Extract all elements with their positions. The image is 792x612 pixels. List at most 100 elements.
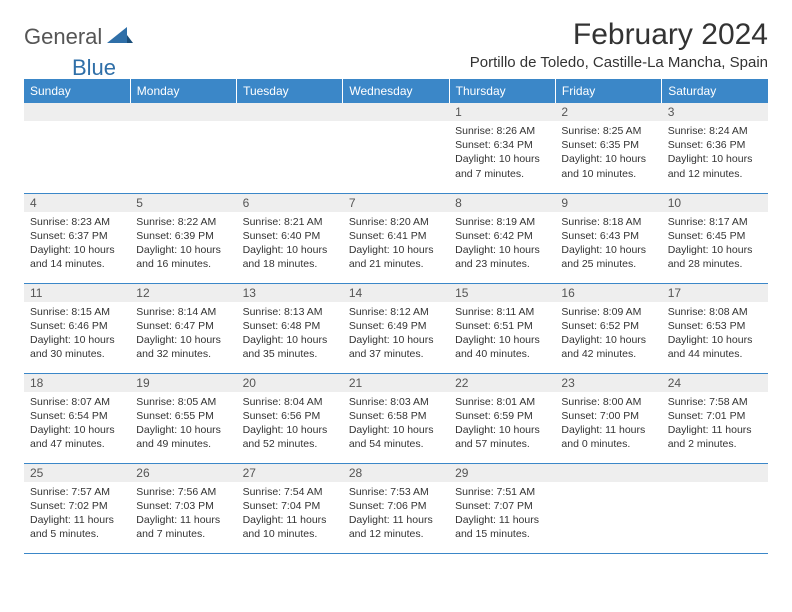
day-number-empty [24,103,130,121]
calendar-day-cell: 6Sunrise: 8:21 AMSunset: 6:40 PMDaylight… [237,193,343,283]
day-body: Sunrise: 8:11 AMSunset: 6:51 PMDaylight:… [449,302,555,366]
day-number: 12 [130,284,236,302]
day-body: Sunrise: 8:14 AMSunset: 6:47 PMDaylight:… [130,302,236,366]
day-number: 13 [237,284,343,302]
sunset-line: Sunset: 6:40 PM [243,229,337,243]
calendar-day-cell: 9Sunrise: 8:18 AMSunset: 6:43 PMDaylight… [555,193,661,283]
day-body: Sunrise: 7:53 AMSunset: 7:06 PMDaylight:… [343,482,449,546]
sunrise-line: Sunrise: 8:11 AM [455,305,549,319]
day-body-empty [130,121,236,181]
sunset-line: Sunset: 6:37 PM [30,229,124,243]
calendar-day-cell: 14Sunrise: 8:12 AMSunset: 6:49 PMDayligh… [343,283,449,373]
calendar-day-cell: 23Sunrise: 8:00 AMSunset: 7:00 PMDayligh… [555,373,661,463]
calendar-day-cell [662,463,768,553]
sunset-line: Sunset: 6:55 PM [136,409,230,423]
daylight-line: Daylight: 10 hours and 40 minutes. [455,333,549,361]
calendar-day-cell: 13Sunrise: 8:13 AMSunset: 6:48 PMDayligh… [237,283,343,373]
day-number: 21 [343,374,449,392]
sunset-line: Sunset: 7:04 PM [243,499,337,513]
day-body: Sunrise: 8:07 AMSunset: 6:54 PMDaylight:… [24,392,130,456]
daylight-line: Daylight: 10 hours and 12 minutes. [668,152,762,180]
calendar-day-cell: 3 Sunrise: 8:24 AMSunset: 6:36 PMDaylight… [662,103,768,193]
sunset-line: Sunset: 6:35 PM [561,138,655,152]
day-body: Sunrise: 8:05 AMSunset: 6:55 PMDaylight:… [130,392,236,456]
day-body: Sunrise: 8:21 AMSunset: 6:40 PMDaylight:… [237,212,343,276]
calendar-day-cell: 1Sunrise: 8:26 AMSunset: 6:34 PMDaylight… [449,103,555,193]
calendar-day-cell [130,103,236,193]
calendar-day-cell: 28Sunrise: 7:53 AMSunset: 7:06 PMDayligh… [343,463,449,553]
sunset-line: Sunset: 6:53 PM [668,319,762,333]
day-header-cell: Thursday [449,79,555,103]
day-number: 3 [662,103,768,121]
daylight-line: Daylight: 10 hours and 44 minutes. [668,333,762,361]
day-body: Sunrise: 8:22 AMSunset: 6:39 PMDaylight:… [130,212,236,276]
day-body: Sunrise: 7:56 AMSunset: 7:03 PMDaylight:… [130,482,236,546]
sunrise-line: Sunrise: 8:25 AM [561,124,655,138]
sunrise-line: Sunrise: 8:15 AM [30,305,124,319]
sunset-line: Sunset: 6:36 PM [668,138,762,152]
day-number: 10 [662,194,768,212]
calendar-day-cell: 4Sunrise: 8:23 AMSunset: 6:37 PMDaylight… [24,193,130,283]
daylight-line: Daylight: 10 hours and 28 minutes. [668,243,762,271]
day-number: 7 [343,194,449,212]
day-number: 18 [24,374,130,392]
calendar-day-cell: 18Sunrise: 8:07 AMSunset: 6:54 PMDayligh… [24,373,130,463]
location-subtitle: Portillo de Toledo, Castille-La Mancha, … [470,54,768,71]
sunset-line: Sunset: 6:51 PM [455,319,549,333]
month-title: February 2024 [470,18,768,52]
day-number: 16 [555,284,661,302]
day-body-empty [237,121,343,181]
daylight-line: Daylight: 10 hours and 16 minutes. [136,243,230,271]
day-body: Sunrise: 8:01 AMSunset: 6:59 PMDaylight:… [449,392,555,456]
sunrise-line: Sunrise: 7:58 AM [668,395,762,409]
daylight-line: Daylight: 11 hours and 2 minutes. [668,423,762,451]
day-number: 29 [449,464,555,482]
calendar-week-row: 18Sunrise: 8:07 AMSunset: 6:54 PMDayligh… [24,373,768,463]
sunrise-line: Sunrise: 8:14 AM [136,305,230,319]
sunrise-line: Sunrise: 8:08 AM [668,305,762,319]
sunrise-line: Sunrise: 7:51 AM [455,485,549,499]
day-number-empty [237,103,343,121]
daylight-line: Daylight: 10 hours and 21 minutes. [349,243,443,271]
sunset-line: Sunset: 6:39 PM [136,229,230,243]
sunset-line: Sunset: 7:03 PM [136,499,230,513]
day-number: 6 [237,194,343,212]
daylight-line: Daylight: 11 hours and 7 minutes. [136,513,230,541]
day-number: 23 [555,374,661,392]
calendar-day-cell: 2Sunrise: 8:25 AMSunset: 6:35 PMDaylight… [555,103,661,193]
sunrise-line: Sunrise: 8:21 AM [243,215,337,229]
calendar-day-cell: 19Sunrise: 8:05 AMSunset: 6:55 PMDayligh… [130,373,236,463]
day-number: 27 [237,464,343,482]
day-body: Sunrise: 8:18 AMSunset: 6:43 PMDaylight:… [555,212,661,276]
day-number: 26 [130,464,236,482]
title-block: February 2024 Portillo de Toledo, Castil… [470,18,768,71]
sunset-line: Sunset: 6:52 PM [561,319,655,333]
sunset-line: Sunset: 6:48 PM [243,319,337,333]
day-body: Sunrise: 8:15 AMSunset: 6:46 PMDaylight:… [24,302,130,366]
sunset-line: Sunset: 6:46 PM [30,319,124,333]
sunset-line: Sunset: 7:02 PM [30,499,124,513]
sunrise-line: Sunrise: 7:54 AM [243,485,337,499]
sunrise-line: Sunrise: 8:24 AM [668,124,762,138]
day-number-empty [662,464,768,482]
day-number: 8 [449,194,555,212]
daylight-line: Daylight: 10 hours and 7 minutes. [455,152,549,180]
daylight-line: Daylight: 11 hours and 0 minutes. [561,423,655,451]
daylight-line: Daylight: 11 hours and 5 minutes. [30,513,124,541]
daylight-line: Daylight: 11 hours and 15 minutes. [455,513,549,541]
calendar-day-cell: 20Sunrise: 8:04 AMSunset: 6:56 PMDayligh… [237,373,343,463]
day-body: Sunrise: 8:00 AMSunset: 7:00 PMDaylight:… [555,392,661,456]
day-body: Sunrise: 7:57 AMSunset: 7:02 PMDaylight:… [24,482,130,546]
sunset-line: Sunset: 6:59 PM [455,409,549,423]
daylight-line: Daylight: 10 hours and 10 minutes. [561,152,655,180]
sunset-line: Sunset: 6:45 PM [668,229,762,243]
day-number: 17 [662,284,768,302]
day-number: 19 [130,374,236,392]
calendar-day-cell: 25Sunrise: 7:57 AMSunset: 7:02 PMDayligh… [24,463,130,553]
day-number: 28 [343,464,449,482]
day-body: Sunrise: 8:26 AMSunset: 6:34 PMDaylight:… [449,121,555,185]
daylight-line: Daylight: 11 hours and 12 minutes. [349,513,443,541]
day-number: 4 [24,194,130,212]
calendar-day-cell: 10Sunrise: 8:17 AMSunset: 6:45 PMDayligh… [662,193,768,283]
day-number: 9 [555,194,661,212]
